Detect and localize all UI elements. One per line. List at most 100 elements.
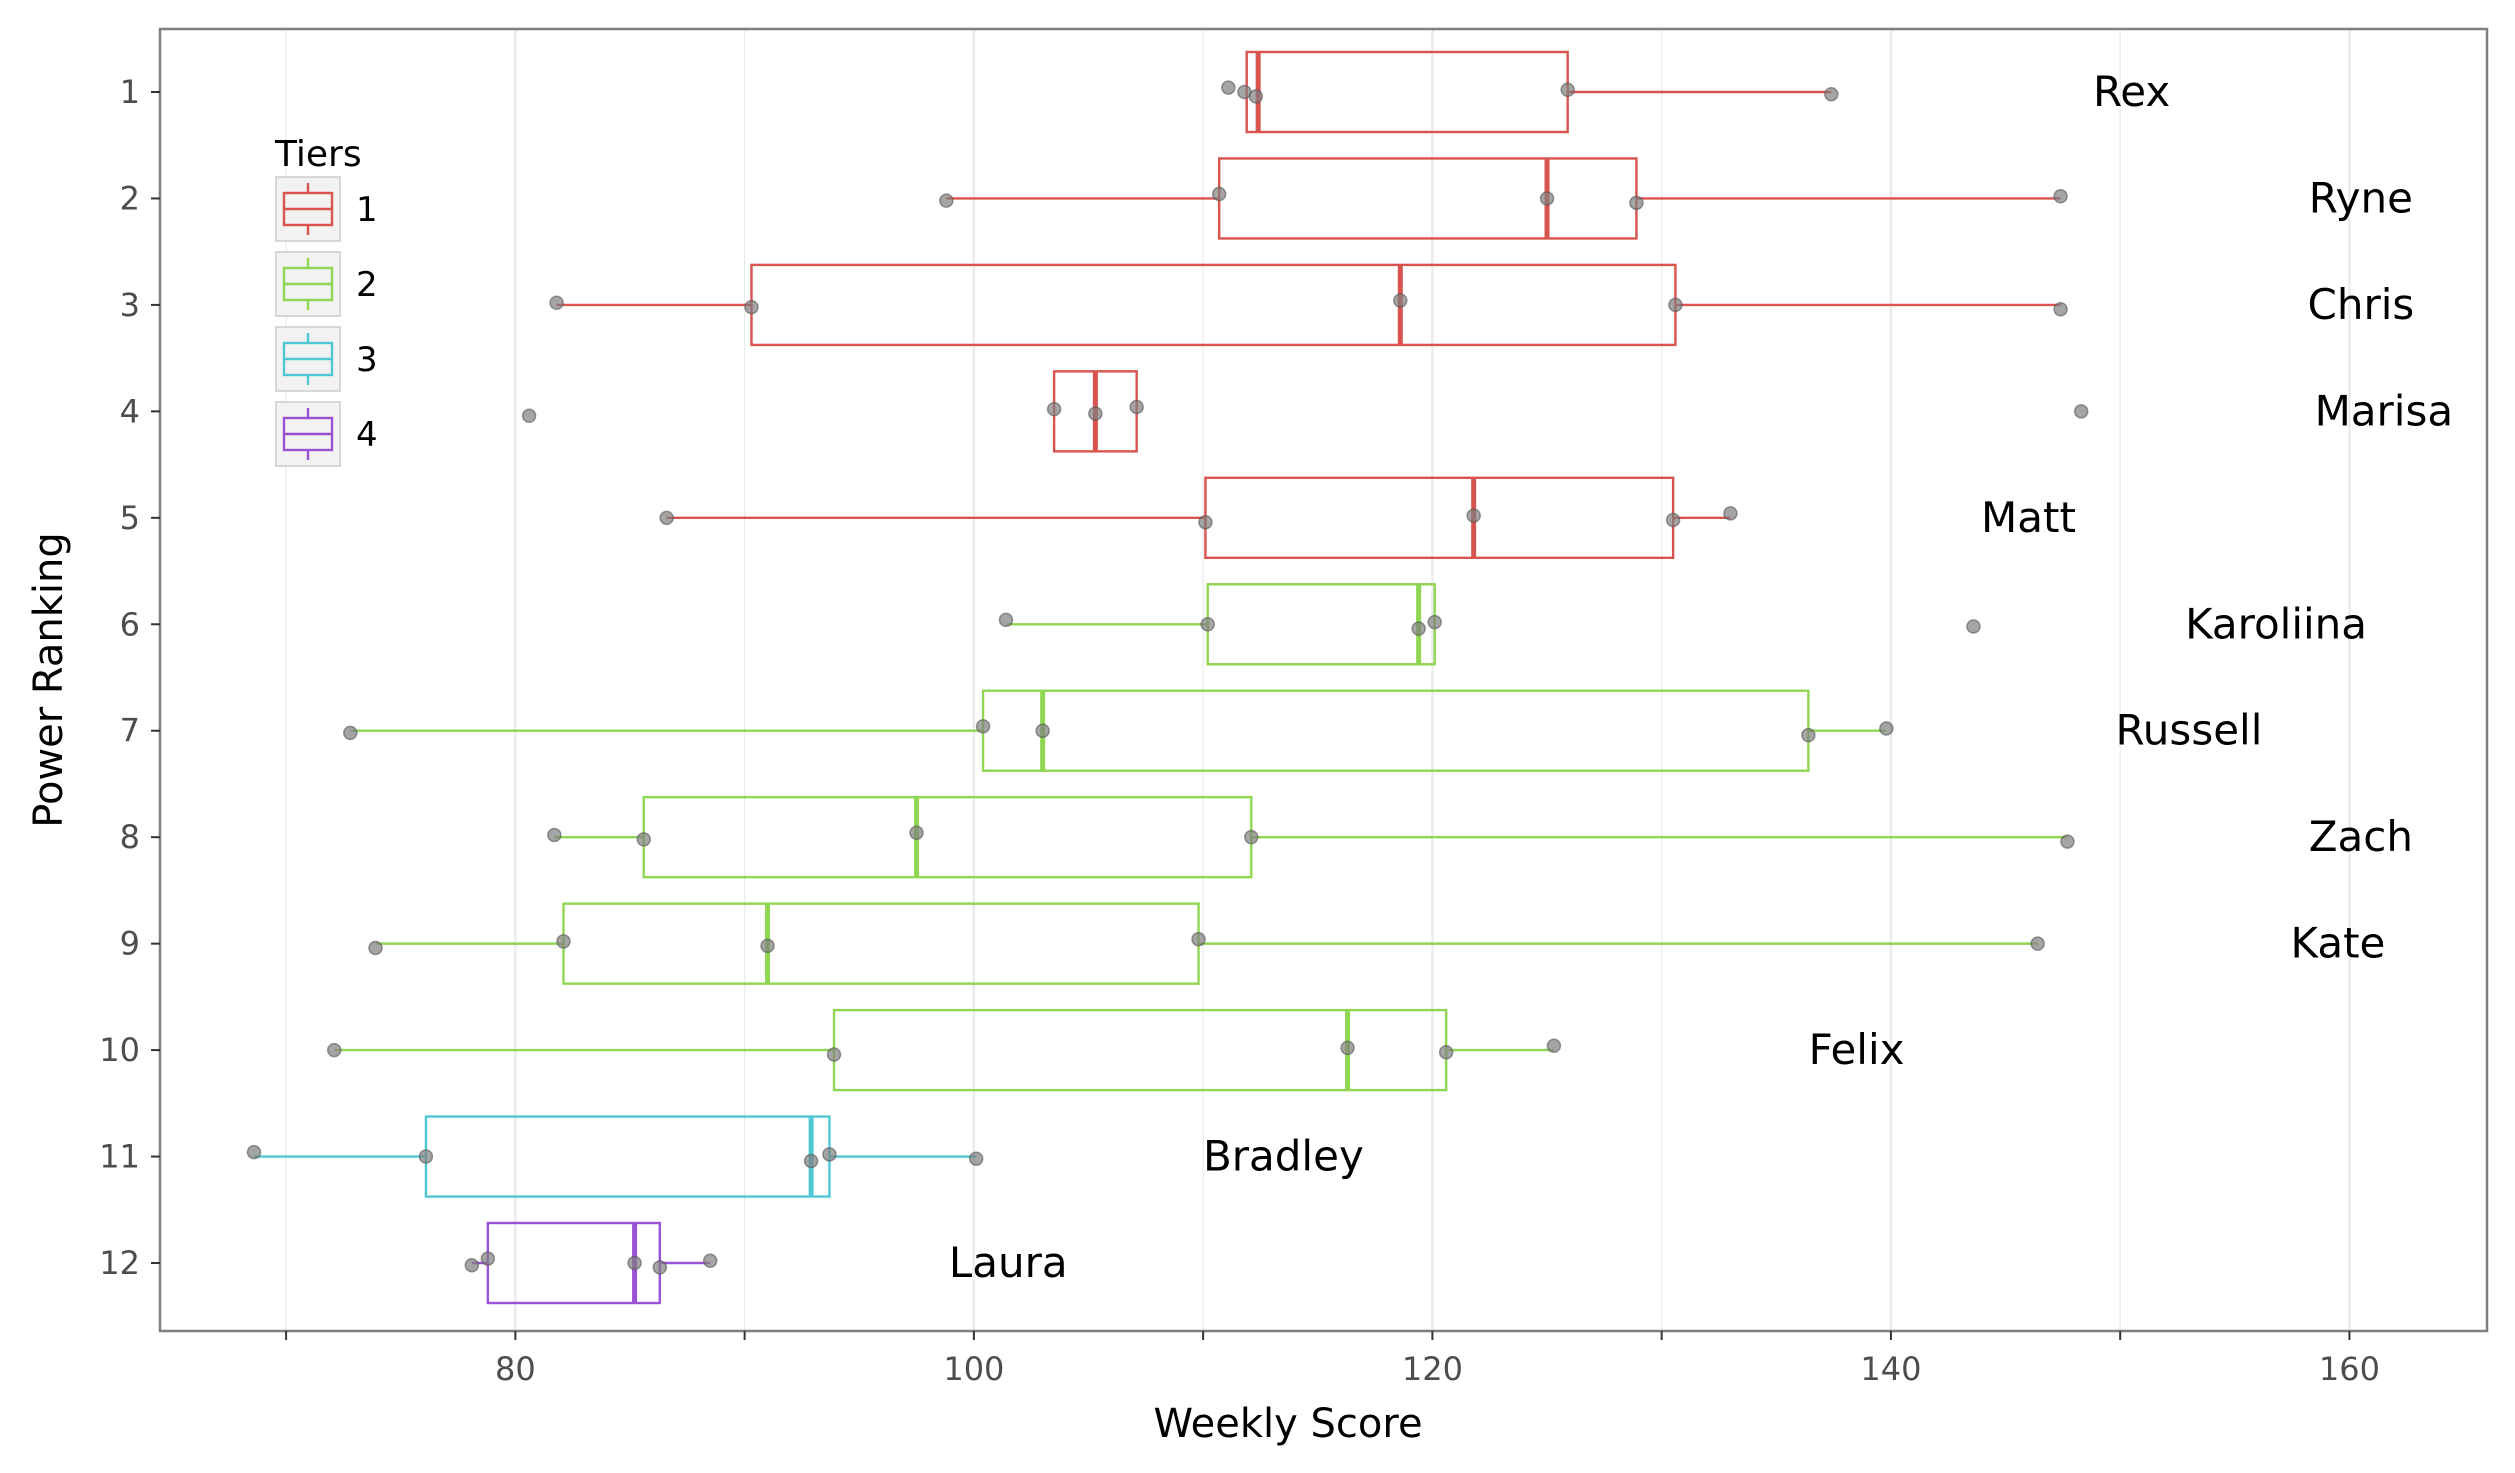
data-point [939, 193, 954, 208]
data-point [246, 1144, 262, 1160]
name-label-zach: Zach [2309, 812, 2413, 861]
data-point [418, 1149, 434, 1164]
name-label-laura: Laura [949, 1238, 1068, 1287]
x-tick-label: 140 [1860, 1350, 1921, 1388]
panel-border [158, 27, 2489, 1333]
data-point [803, 1153, 819, 1169]
data-point [659, 510, 674, 526]
data-point [480, 1251, 496, 1266]
name-label-chris: Chris [2308, 280, 2415, 329]
y-axis-title: Power Ranking [26, 532, 72, 827]
data-point [975, 719, 991, 734]
data-point [547, 827, 562, 843]
y-tick-label: 12 [99, 1244, 140, 1282]
y-tick-label: 9 [120, 925, 140, 963]
data-point [1801, 727, 1816, 743]
name-label-russell: Russell [2116, 706, 2263, 755]
x-tick-label: 80 [495, 1350, 536, 1388]
data-point [1539, 191, 1555, 206]
name-label-ryne: Ryne [2309, 173, 2413, 222]
data-point [1966, 619, 1981, 634]
name-label-felix: Felix [1809, 1025, 1905, 1074]
legend-label: 4 [356, 415, 378, 455]
legend-title: Tiers [274, 134, 362, 175]
panel-background [160, 29, 2487, 1331]
data-point [2030, 936, 2045, 951]
data-point [702, 1253, 718, 1269]
grid-lines [285, 29, 2351, 1331]
y-tick-label: 8 [120, 818, 140, 856]
data-point [1879, 721, 1894, 736]
legend-label: 2 [356, 265, 378, 305]
data-point [343, 725, 358, 741]
data-point [1427, 614, 1442, 630]
x-axis-ticks: 80 100 120 140 160 [285, 1331, 2380, 1388]
legend-entry-4: 4 [275, 401, 378, 467]
y-tick-label: 4 [120, 392, 140, 430]
legend-entry-2: 2 [275, 251, 378, 317]
data-point [636, 832, 651, 847]
data-point [1340, 1040, 1355, 1056]
y-tick-label: 11 [99, 1138, 140, 1176]
y-tick-label: 10 [99, 1031, 140, 1069]
data-point [1221, 80, 1236, 95]
data-point [368, 940, 383, 956]
data-point [1438, 1045, 1454, 1060]
data-point [909, 825, 924, 841]
x-tick-label: 120 [1402, 1350, 1463, 1388]
data-point [1088, 406, 1103, 421]
y-tick-label: 1 [120, 73, 140, 111]
data-point [998, 612, 1014, 628]
data-point [968, 1151, 984, 1166]
data-point [1668, 297, 1683, 313]
legend-entry-3: 3 [275, 326, 378, 392]
data-point [1393, 293, 1408, 308]
data-point [326, 1042, 342, 1058]
data-point [556, 934, 571, 949]
data-point [1191, 931, 1206, 947]
y-tick-label: 2 [120, 179, 140, 217]
y-tick-label: 6 [120, 605, 140, 643]
name-label-karoliina: Karoliina [2185, 599, 2367, 648]
data-point [521, 408, 537, 424]
data-point [1411, 621, 1426, 636]
data-point [1466, 508, 1481, 523]
name-label-rex: Rex [2093, 67, 2170, 116]
name-label-bradley: Bradley [1203, 1132, 1364, 1181]
data-point [1046, 401, 1062, 417]
legend-label: 3 [356, 340, 378, 380]
x-axis-title: Weekly Score [1153, 1401, 1422, 1447]
data-point [1200, 617, 1215, 632]
data-point [652, 1260, 668, 1275]
data-point [464, 1257, 480, 1273]
data-point [744, 299, 759, 315]
legend: Tiers 1 2 3 4 [274, 134, 378, 467]
y-tick-label: 7 [120, 712, 140, 750]
data-point [2060, 834, 2075, 849]
data-point [2053, 302, 2068, 317]
data-point [1629, 195, 1644, 211]
name-label-kate: Kate [2291, 919, 2386, 968]
data-point [627, 1255, 642, 1271]
x-tick-label: 160 [2319, 1350, 2380, 1388]
data-point [2053, 189, 2068, 204]
data-point [2073, 404, 2089, 419]
y-tick-label: 5 [120, 499, 140, 537]
name-label-matt: Matt [1981, 493, 2076, 542]
data-point [760, 938, 775, 954]
data-point [1665, 512, 1681, 528]
data-point [826, 1047, 842, 1062]
player-name-labels: Rex Ryne Chris Marisa Matt Karoliina Russell Za… [949, 67, 2453, 1287]
data-points [246, 80, 2089, 1275]
data-point [822, 1147, 837, 1162]
data-point [1824, 86, 1839, 102]
y-tick-label: 3 [120, 286, 140, 324]
name-label-marisa: Marisa [2315, 386, 2454, 435]
x-tick-label: 100 [943, 1350, 1004, 1388]
data-point [549, 295, 564, 310]
data-point [1560, 82, 1575, 98]
data-point [1129, 399, 1144, 415]
data-point [1248, 89, 1264, 104]
